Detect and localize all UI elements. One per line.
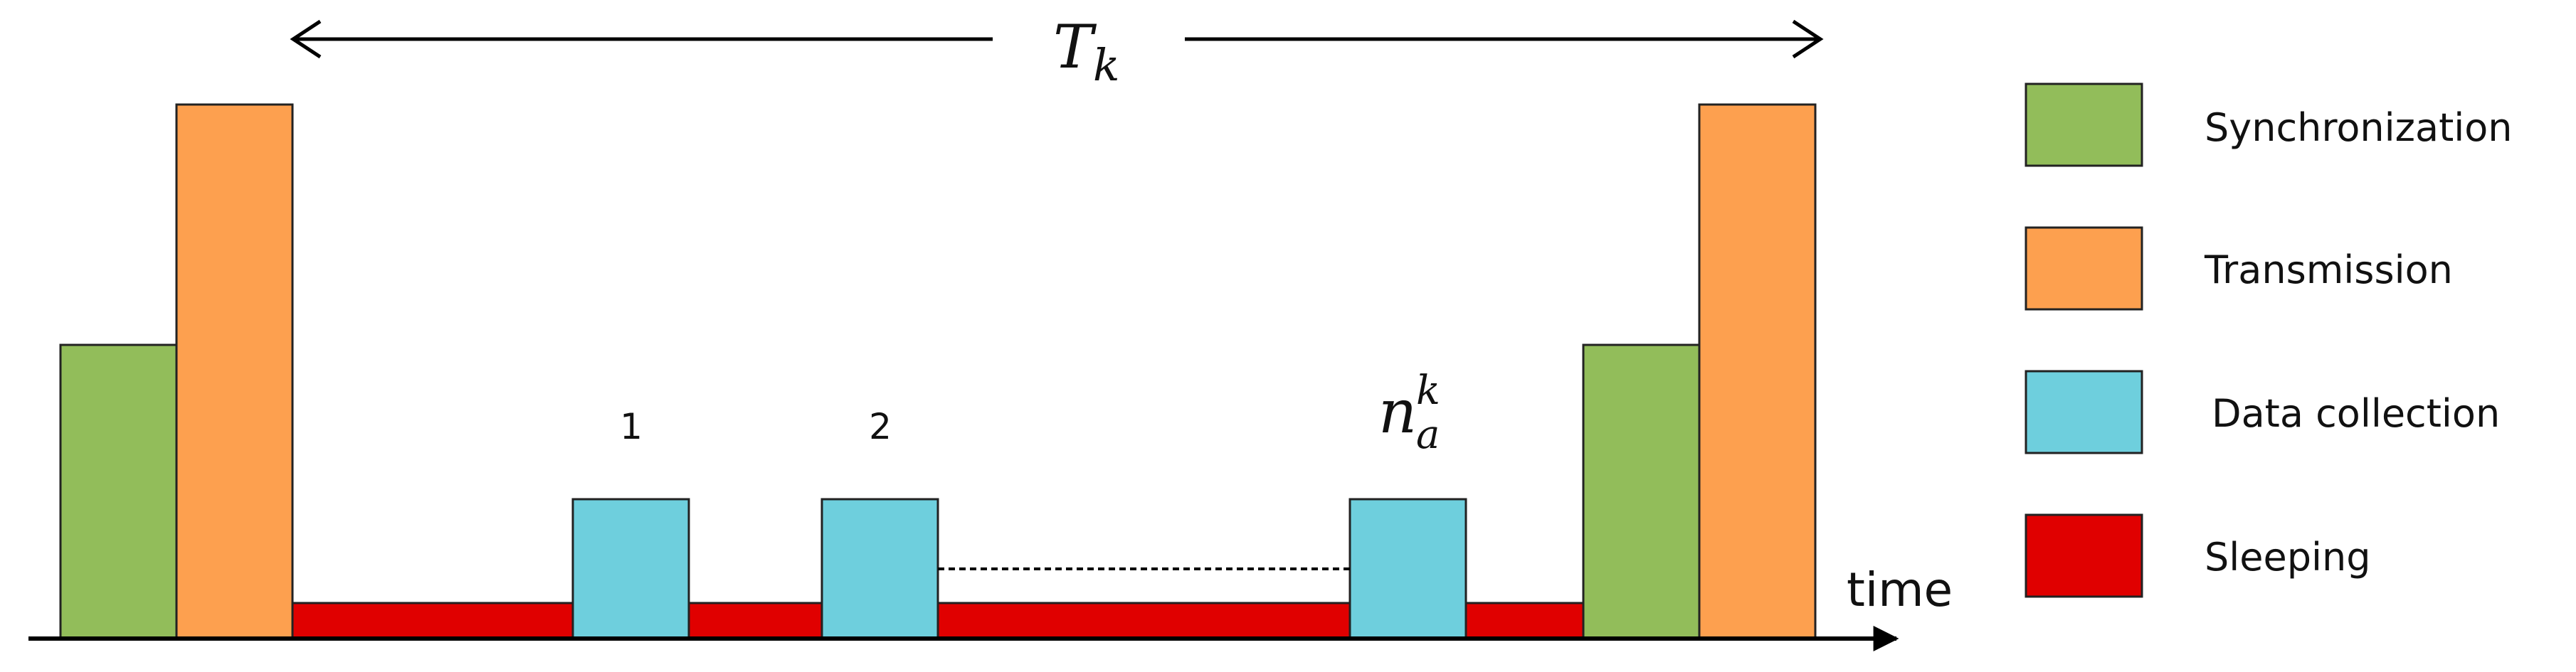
legend-swatch-transmission	[2025, 226, 2143, 311]
slot-label-1: 1	[620, 406, 643, 447]
slot-label-last: nk a	[1378, 368, 1440, 458]
legend-label-transmission: Transmission	[2204, 247, 2453, 292]
transmission-block-right	[1698, 103, 1817, 640]
slot-last-symbol: n	[1378, 377, 1417, 447]
collection-block-2	[820, 498, 939, 640]
transmission-block-left	[175, 103, 294, 640]
slot-last-subscript: a	[1416, 412, 1440, 458]
period-subscript: k	[1093, 39, 1120, 91]
slot-last-superscript: k	[1416, 368, 1440, 414]
period-arrow-left-head	[290, 19, 322, 59]
period-label: Tk	[1053, 12, 1120, 91]
period-arrow	[290, 19, 1824, 59]
legend-label-sleeping: Sleeping	[2205, 535, 2371, 580]
sync-block-left	[59, 343, 178, 640]
period-symbol: T	[1053, 12, 1097, 82]
legend-swatch-synchronization	[2025, 82, 2143, 167]
period-arrow-right-head	[1792, 19, 1824, 59]
sync-block-right	[1582, 343, 1701, 640]
legend-swatch-sleeping	[2025, 513, 2143, 598]
legend: Synchronization Transmission Data collec…	[2025, 82, 2513, 598]
slot-label-2: 2	[869, 406, 892, 447]
legend-label-synchronization: Synchronization	[2205, 105, 2513, 150]
legend-swatch-data-collection	[2025, 370, 2143, 454]
collection-block-1	[571, 498, 690, 640]
legend-label-data-collection: Data collection	[2212, 391, 2500, 436]
time-axis-label: time	[1847, 562, 1953, 617]
collection-block-last	[1348, 498, 1467, 640]
